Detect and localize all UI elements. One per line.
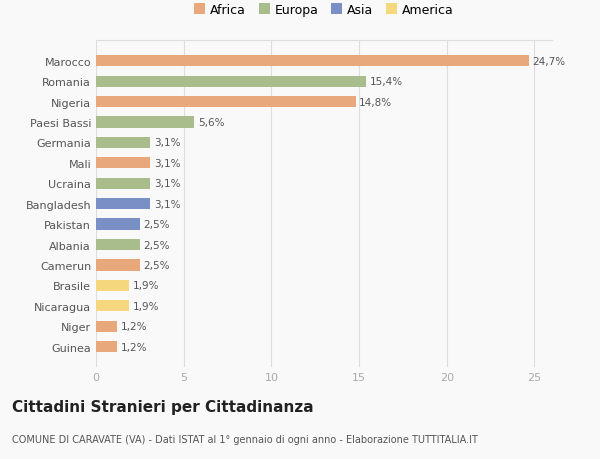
Bar	[96, 178, 151, 190]
Bar	[96, 138, 151, 149]
Text: 2,5%: 2,5%	[143, 260, 170, 270]
Text: 15,4%: 15,4%	[370, 77, 403, 87]
Bar	[96, 341, 117, 353]
Bar	[96, 321, 117, 332]
Text: 3,1%: 3,1%	[154, 179, 181, 189]
Bar	[96, 219, 140, 230]
Bar	[96, 199, 151, 210]
Bar	[96, 280, 130, 291]
Text: Cittadini Stranieri per Cittadinanza: Cittadini Stranieri per Cittadinanza	[12, 399, 314, 414]
Text: 1,2%: 1,2%	[121, 342, 147, 352]
Bar	[96, 97, 356, 108]
Bar	[96, 77, 366, 88]
Text: 5,6%: 5,6%	[198, 118, 224, 128]
Text: 3,1%: 3,1%	[154, 199, 181, 209]
Legend: Africa, Europa, Asia, America: Africa, Europa, Asia, America	[189, 0, 459, 22]
Bar	[96, 56, 529, 67]
Text: 2,5%: 2,5%	[143, 240, 170, 250]
Bar	[96, 158, 151, 169]
Text: 1,9%: 1,9%	[133, 281, 160, 291]
Bar	[96, 240, 140, 251]
Text: COMUNE DI CARAVATE (VA) - Dati ISTAT al 1° gennaio di ogni anno - Elaborazione T: COMUNE DI CARAVATE (VA) - Dati ISTAT al …	[12, 434, 478, 444]
Bar	[96, 301, 130, 312]
Text: 24,7%: 24,7%	[533, 57, 566, 67]
Text: 3,1%: 3,1%	[154, 158, 181, 168]
Text: 1,9%: 1,9%	[133, 301, 160, 311]
Text: 1,2%: 1,2%	[121, 321, 147, 331]
Text: 3,1%: 3,1%	[154, 138, 181, 148]
Bar	[96, 260, 140, 271]
Text: 2,5%: 2,5%	[143, 219, 170, 230]
Bar	[96, 117, 194, 129]
Text: 14,8%: 14,8%	[359, 97, 392, 107]
